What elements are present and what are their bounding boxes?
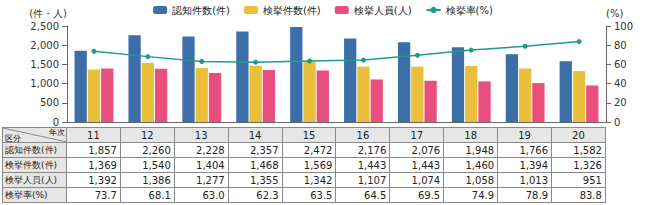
html-text:14: 14 <box>248 129 262 141</box>
html-text:83.8: 83.8 <box>579 189 602 201</box>
svg-text:2,000: 2,000 <box>30 40 59 51</box>
svg-text:区分: 区分 <box>5 134 21 142</box>
html-text:1,766: 1,766 <box>519 144 548 156</box>
html-text:17: 17 <box>410 129 424 141</box>
html-text:2,472: 2,472 <box>303 144 333 156</box>
html-text:2,228: 2,228 <box>196 144 225 156</box>
html-text:1,569: 1,569 <box>303 159 333 171</box>
html-text:1,443: 1,443 <box>411 159 441 171</box>
svg-text:検挙件数(件): 検挙件数(件) <box>263 5 321 16</box>
html-text:検挙人員(人): 検挙人員(人) <box>5 174 57 185</box>
html-text:1,386: 1,386 <box>142 174 171 186</box>
svg-text:検挙率(%): 検挙率(%) <box>446 5 493 16</box>
svg-text:500: 500 <box>40 97 59 108</box>
html-text:64.5: 64.5 <box>364 189 387 201</box>
html-text:78.9: 78.9 <box>525 189 548 201</box>
svg-text:検挙人員(人): 検挙人員(人) <box>354 5 412 16</box>
html-text:1,404: 1,404 <box>196 159 225 171</box>
html-text:1,948: 1,948 <box>465 144 495 156</box>
svg-text:100: 100 <box>614 21 633 32</box>
html-text:認知件数(件): 認知件数(件) <box>5 144 57 155</box>
html-text:1,468: 1,468 <box>249 159 279 171</box>
html-text:1,013: 1,013 <box>519 174 548 186</box>
html-text:2,260: 2,260 <box>142 144 171 156</box>
html-text:検挙件数(件): 検挙件数(件) <box>5 159 57 170</box>
svg-text:60: 60 <box>614 59 627 70</box>
html-text:15: 15 <box>302 129 316 141</box>
html-text:63.0: 63.0 <box>202 189 225 201</box>
html-text:1,058: 1,058 <box>465 174 495 186</box>
html-text:1,443: 1,443 <box>357 159 387 171</box>
html-text:62.3: 62.3 <box>256 189 279 201</box>
svg-text:40: 40 <box>614 78 627 89</box>
html-text:1,107: 1,107 <box>357 174 387 186</box>
svg-text:2,500: 2,500 <box>30 21 59 32</box>
html-text:63.5: 63.5 <box>310 189 333 201</box>
svg-text:1,000: 1,000 <box>30 78 59 89</box>
html-text:1,277: 1,277 <box>196 174 225 186</box>
svg-text:(件・人): (件・人) <box>29 8 67 19</box>
html-text:1,394: 1,394 <box>519 159 548 171</box>
html-text:19: 19 <box>518 129 531 141</box>
html-text:1,342: 1,342 <box>303 174 333 186</box>
html-text:1,355: 1,355 <box>249 174 279 186</box>
html-text:2,176: 2,176 <box>357 144 387 156</box>
html-text:検挙率(%): 検挙率(%) <box>5 189 48 200</box>
html-text:68.1: 68.1 <box>148 189 171 201</box>
html-text:12: 12 <box>141 129 154 141</box>
html-text:1,460: 1,460 <box>465 159 495 171</box>
svg-text:認知件数(件): 認知件数(件) <box>172 5 230 16</box>
html-text:18: 18 <box>464 129 477 141</box>
html-text:69.5: 69.5 <box>418 189 441 201</box>
html-text:1,857: 1,857 <box>88 144 117 156</box>
html-text:951: 951 <box>582 174 602 186</box>
svg-text:80: 80 <box>614 40 627 51</box>
svg-text:0: 0 <box>614 117 620 128</box>
svg-text:(%): (%) <box>606 8 623 19</box>
html-text:20: 20 <box>572 129 585 141</box>
html-text:1,074: 1,074 <box>411 174 441 186</box>
html-text:1,540: 1,540 <box>142 159 171 171</box>
html-text:16: 16 <box>356 129 370 141</box>
svg-text:20: 20 <box>614 97 627 108</box>
html-text:13: 13 <box>194 129 208 141</box>
html-text:1,392: 1,392 <box>88 174 117 186</box>
svg-text:年次: 年次 <box>49 128 65 137</box>
svg-text:1,500: 1,500 <box>30 59 59 70</box>
html-text:74.9: 74.9 <box>471 189 495 201</box>
html-text:11: 11 <box>87 129 100 141</box>
svg-text:0: 0 <box>53 117 59 128</box>
html-text:73.7: 73.7 <box>94 189 117 201</box>
html-text:1,369: 1,369 <box>88 159 117 171</box>
html-text:2,357: 2,357 <box>249 144 279 156</box>
html-text:1,326: 1,326 <box>573 159 602 171</box>
html-text:2,076: 2,076 <box>411 144 441 156</box>
html-text:1,582: 1,582 <box>573 144 602 156</box>
